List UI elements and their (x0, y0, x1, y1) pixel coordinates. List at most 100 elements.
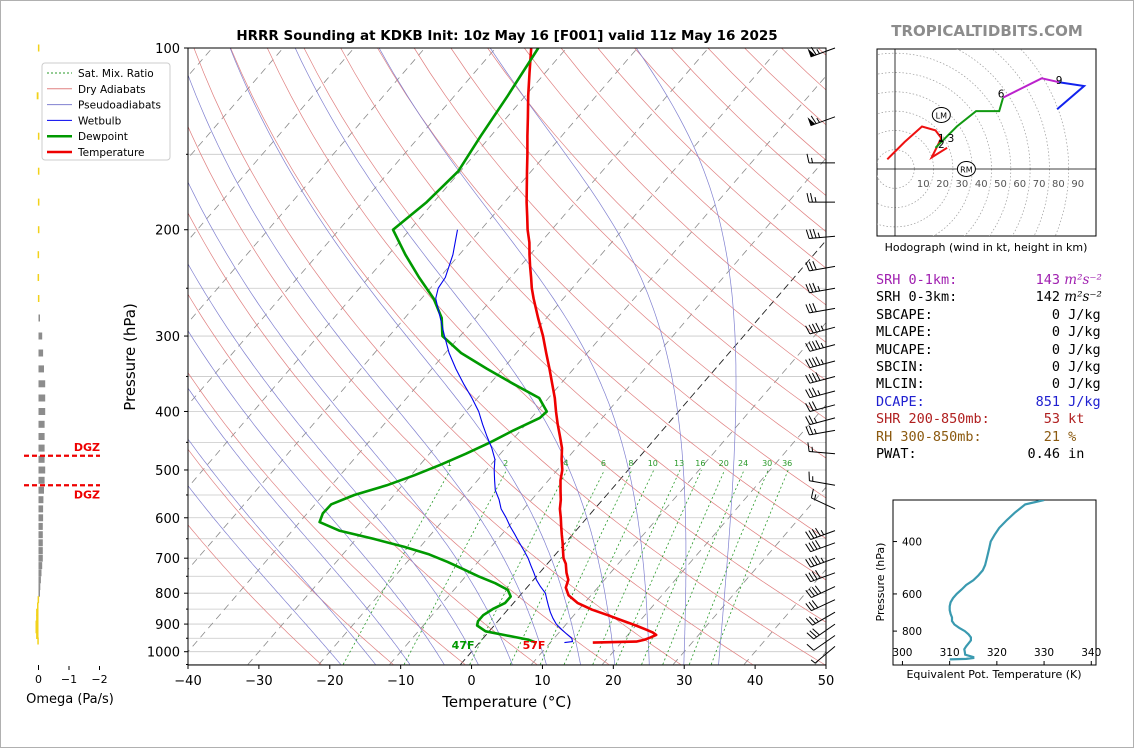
omega-bar (38, 365, 44, 373)
barb-full (808, 425, 814, 435)
omega-bar (38, 514, 44, 522)
barb-full (811, 341, 818, 350)
barb-full (812, 303, 817, 312)
barb-full (815, 540, 821, 549)
isotherm--20 (318, 75, 826, 665)
barb-half (814, 494, 817, 500)
skew-t-profiles (318, 48, 658, 644)
x-tick-label: −10 (387, 674, 414, 689)
y-tick-label: 600 (155, 512, 180, 527)
dewpoint-line (318, 48, 549, 644)
barb-half (816, 49, 820, 54)
barb-staff (813, 635, 836, 651)
hodograph-segment-0-3km (886, 125, 948, 161)
dry-adiabat (188, 524, 322, 665)
barb-full (810, 115, 817, 124)
barb-staff (809, 417, 836, 426)
wind-barb (805, 425, 836, 436)
index-row: MUCAPE: 0 J/kg (876, 342, 1101, 359)
skew-t-ticks: −40 −30 −20 −10 0 10 20 30 40 50 100 200 300 400 500 60… (147, 42, 834, 689)
omega-bar (36, 632, 39, 639)
y-axis-title: Pressure (hPa) (121, 303, 139, 411)
omega-bar (38, 476, 45, 484)
dry-adiabat (377, 48, 826, 499)
omega-bar (38, 420, 45, 428)
index-row: SBCIN: 0 J/kg (876, 359, 1101, 376)
barb-full (811, 586, 819, 595)
omega-bar (38, 522, 43, 530)
legend-label: Temperature (77, 147, 145, 159)
barb-full (805, 559, 812, 568)
isotherm--30 (247, 48, 780, 665)
wind-barb (805, 228, 836, 239)
mixing-ratio-line (615, 469, 702, 665)
index-value: 851 (1035, 393, 1060, 410)
omega-bar (38, 505, 44, 513)
barb-half (810, 659, 816, 664)
wetbulb-line (435, 229, 574, 644)
isotherm-20 (601, 404, 826, 665)
y-tick-label: 400 (155, 405, 180, 420)
mixing-ratio-line (509, 469, 605, 665)
dry-adiabat (188, 372, 466, 665)
barb-full (805, 531, 812, 540)
barb-half (816, 117, 820, 123)
omega-bar (38, 408, 46, 415)
hodograph-height-label: 3 (948, 133, 955, 145)
barb-full (815, 322, 821, 332)
mixing-ratio-line (592, 469, 681, 665)
omega-axis-title: Omega (Pa/s) (26, 692, 114, 707)
mixing-ratio-line (342, 469, 451, 665)
omega-bar (38, 433, 45, 440)
barb-full (811, 387, 818, 397)
dry-adiabat (413, 48, 826, 459)
omega-bar (37, 226, 40, 234)
mixing-ratio-line (539, 469, 633, 665)
hodograph-segment-3-6km (934, 97, 1005, 149)
barb-staff (811, 586, 836, 599)
barb-full (805, 229, 810, 239)
omega-bar (36, 92, 39, 100)
y-tick-label: 1000 (147, 646, 180, 661)
barb-flag (807, 48, 816, 57)
omega-bar (38, 589, 40, 597)
omega-bar (38, 547, 43, 555)
moist-adiabat (636, 48, 737, 665)
index-value: 0 (1051, 341, 1060, 358)
barb-full (814, 585, 822, 594)
omega-bar (35, 620, 39, 628)
dry-adiabat (188, 448, 394, 665)
dry-adiabat (450, 48, 826, 420)
index-label: SBCAPE: (876, 306, 933, 323)
barb-staff (809, 307, 836, 314)
barb-full (806, 643, 815, 651)
theta-e-y-tick-label: 800 (902, 626, 922, 638)
barb-staff (809, 360, 836, 369)
mixing-ratio-label: 4 (564, 459, 569, 468)
wind-barb (805, 585, 836, 599)
barb-full (805, 359, 811, 368)
index-value: 0 (1051, 359, 1060, 375)
barb-half (820, 359, 824, 365)
barb-full (808, 542, 815, 551)
omega-bar (38, 349, 44, 357)
omega-bar (35, 626, 39, 634)
index-row: SRH 0-1km: 143 m²s⁻² (876, 272, 1102, 289)
isotherm--10 (389, 157, 826, 665)
index-label: SHR 200-850mb: (876, 411, 990, 428)
barb-full (805, 342, 811, 352)
omega-bar (37, 637, 39, 645)
omega-bar (37, 44, 40, 52)
wind-barb (806, 192, 835, 203)
hodograph-ring-label: 10 (917, 179, 930, 190)
barb-full (811, 323, 818, 333)
x-tick-label: 20 (605, 674, 622, 689)
omega-tick-label: −2 (91, 673, 107, 686)
omega-bar (37, 602, 39, 610)
wind-barb (805, 401, 836, 412)
barb-full (807, 442, 810, 452)
barb-full (805, 573, 812, 582)
barb-full (810, 46, 817, 56)
isotherm-0 (460, 239, 826, 665)
barb-staff (810, 557, 836, 568)
